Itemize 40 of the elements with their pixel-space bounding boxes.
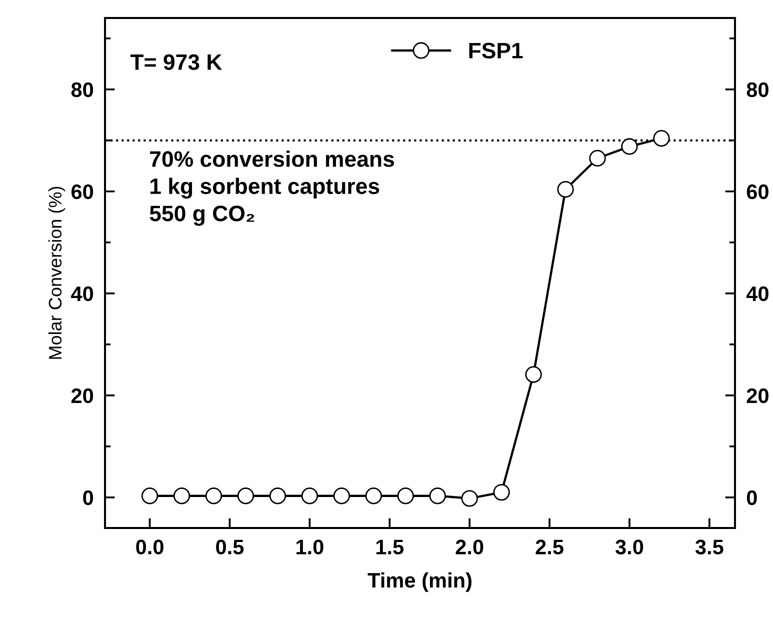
- point: [301, 488, 318, 504]
- y-tick-label: 80: [71, 82, 94, 98]
- point: [621, 138, 638, 155]
- point: [173, 488, 190, 504]
- point: [269, 488, 286, 504]
- y2-tick-label: 60: [746, 184, 768, 200]
- point: [141, 488, 158, 504]
- legend-label: FSP1: [469, 42, 523, 59]
- y2-tick-label: 80: [746, 82, 768, 98]
- x-tick-label: 0.0: [136, 540, 164, 554]
- point: [589, 150, 606, 167]
- point: [237, 488, 254, 504]
- y2-tick-label: 40: [746, 286, 768, 302]
- point: [397, 488, 414, 504]
- point: [365, 488, 382, 504]
- y2-tick-label: 0: [746, 490, 757, 506]
- point: [461, 490, 478, 507]
- point: [429, 488, 446, 504]
- y-axis-title: Molar Conversion (%): [48, 186, 66, 359]
- annotation: T= 973 K: [130, 54, 222, 70]
- y-tick-label: 60: [71, 184, 94, 200]
- point: [493, 484, 510, 501]
- x-tick-label: 1.0: [296, 540, 324, 554]
- y-tick-label: 20: [71, 388, 94, 404]
- point: [653, 130, 670, 147]
- x-tick-label: 3.5: [695, 540, 724, 554]
- point: [333, 488, 350, 504]
- point: [525, 366, 542, 383]
- x-tick-label: 0.5: [216, 540, 244, 554]
- x-tick-label: 1.5: [376, 540, 404, 554]
- x-tick-label: 2.5: [536, 540, 564, 554]
- y-tick-label: 40: [71, 286, 94, 302]
- point: [557, 181, 574, 198]
- x-axis-title: Time (min): [368, 572, 472, 592]
- x-tick-label: 2.0: [456, 540, 484, 554]
- point: [205, 488, 222, 504]
- annotation: 70% conversion means 1 kg sorbent captures 550 g CO₂: [150, 150, 394, 226]
- x-tick-label: 3.0: [615, 540, 644, 554]
- y-tick-label: 0: [83, 490, 94, 506]
- y2-tick-label: 20: [746, 388, 768, 404]
